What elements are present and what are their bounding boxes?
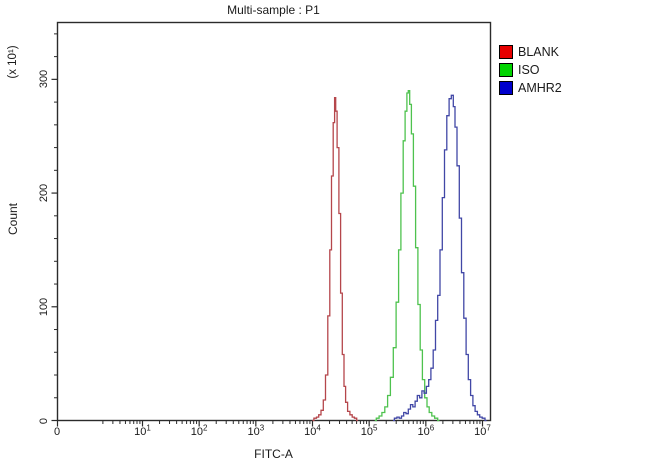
legend-label-blank: BLANK — [518, 44, 559, 59]
y-tick-label: 300 — [38, 70, 50, 89]
y-tick-label: 200 — [38, 183, 50, 203]
x-tick-label: 102 — [190, 423, 208, 438]
legend-swatch-iso-icon — [499, 62, 513, 77]
x-tick-label: 101 — [134, 423, 151, 438]
x-tick-label: 103 — [247, 423, 265, 438]
legend-item-amhr2: AMHR2 — [499, 80, 562, 95]
histogram-curve-blank — [312, 96, 358, 422]
legend-item-iso: ISO — [499, 62, 540, 77]
chart-title: Multi-sample : P1 — [227, 3, 320, 17]
x-tick-label: 105 — [360, 423, 378, 438]
x-tick-label: 104 — [304, 423, 321, 438]
y-tick-label: 100 — [38, 297, 50, 316]
legend-item-blank: BLANK — [499, 44, 559, 59]
x-origin-tick-label: 0 — [53, 426, 61, 438]
histogram-curve-iso — [374, 90, 440, 422]
legend-label-iso: ISO — [518, 62, 540, 77]
y-axis-label: Count — [6, 202, 20, 236]
histogram-curve-amhr2 — [393, 94, 487, 422]
legend-label-amhr2: AMHR2 — [518, 80, 562, 95]
x-axis-label: FITC-A — [254, 447, 293, 461]
plot-border — [56, 21, 492, 422]
y-axis-multiplier-label: (x 10¹) — [7, 45, 19, 79]
legend-swatch-amhr2-icon — [499, 80, 513, 95]
legend-swatch-blank-icon — [499, 44, 513, 59]
y-tick-label: 0 — [38, 417, 50, 424]
x-tick-label: 107 — [474, 423, 491, 438]
x-tick-label: 106 — [417, 423, 435, 438]
